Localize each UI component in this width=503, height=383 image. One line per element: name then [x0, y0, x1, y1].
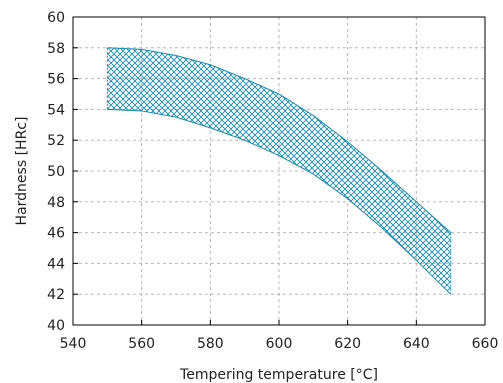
band-lower-edge	[107, 108, 452, 295]
y-axis-ticks: 40 42 44 46 48 50 52 54 56 58 60	[47, 10, 78, 334]
y-tick-label: 54	[47, 102, 65, 118]
x-axis-label: Tempering temperature [°C]	[179, 367, 378, 383]
x-tick-label: 560	[128, 336, 155, 352]
y-tick-label: 50	[47, 164, 65, 180]
y-tick-label: 52	[47, 133, 65, 149]
y-tick-label: 42	[47, 287, 65, 303]
x-tick-label: 640	[403, 336, 430, 352]
y-tick-label: 48	[47, 195, 65, 211]
y-tick-label: 56	[47, 72, 65, 88]
band-fill	[107, 47, 451, 295]
y-axis-label: Hardness [HRc]	[14, 117, 30, 226]
x-tick-label: 660	[472, 336, 499, 352]
y-tick-label: 46	[47, 226, 65, 242]
x-axis-ticks: 540 560 580 600 620 640 660	[60, 320, 499, 352]
x-tick-label: 620	[334, 336, 361, 352]
band-upper-edge	[107, 47, 452, 233]
x-tick-label: 600	[266, 336, 293, 352]
x-tick-label: 540	[60, 336, 87, 352]
y-tick-label: 44	[47, 256, 65, 272]
hardness-band	[106, 47, 452, 295]
y-tick-label: 60	[47, 10, 65, 26]
y-tick-label: 58	[47, 41, 65, 57]
x-tick-label: 580	[197, 336, 224, 352]
y-tick-label: 40	[47, 318, 65, 334]
